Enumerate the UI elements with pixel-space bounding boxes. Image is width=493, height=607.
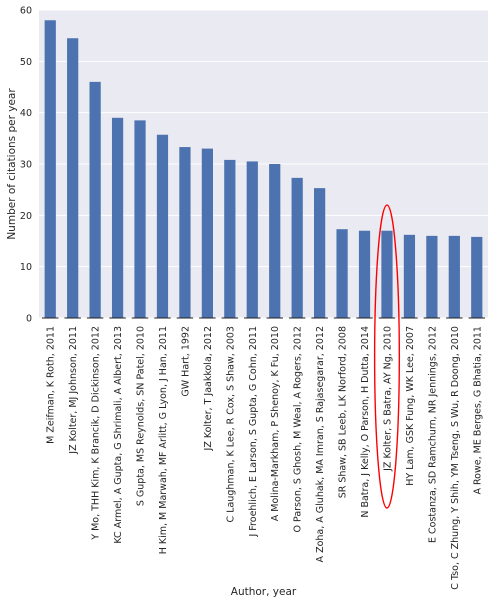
y-tick-label: 40 [20,108,32,119]
x-tick-label: J Froehlich, E Larson, S Gupta, G Cohn, … [248,326,259,538]
x-tick-label: SR Shaw, SB Leeb, LK Norford, 2008 [338,326,349,498]
y-axis-title: Number of citations per year [6,88,18,240]
bar [314,188,326,318]
x-axis-title: Author, year [231,586,297,598]
x-tick-label: O Parson, S Ghosh, M Weal, A Rogers, 201… [293,326,304,532]
bar [201,148,213,318]
highlight-ellipse [373,204,401,509]
bar [448,235,460,318]
x-tick-label: A Rowe, ME Berges, G Bhatia, 2011 [472,326,483,495]
bar [426,235,438,318]
y-tick-label: 50 [20,57,32,68]
bar [44,20,56,319]
x-tick-label: E Costanza, SD Ramchurn, NR Jennings, 20… [427,326,438,543]
bar [224,159,236,318]
bar [89,81,101,318]
annotations [373,204,401,509]
x-tick-label: JZ Kolter, MJ Johnson, 2011 [68,326,79,455]
x-tick-label: H Kim, M Marwah, MF Arlitt, G Lyon, J Ha… [158,326,169,554]
x-tick-label: M Zeifman, K Roth, 2011 [46,326,57,444]
x-tick-label: HY Lam, GSK Fung, WK Lee, 2007 [405,326,416,486]
x-tick-label: Y Mo, THH Kim, K Brancik, D Dickinson, 2… [91,326,102,541]
y-tick-label: 20 [20,211,32,222]
x-tick-label: KC Armel, A Gupta, G Shrimali, A Albert,… [113,326,124,544]
x-tick-label: C Tso, C Zhung, Y Shih, YM Tseng, S Wu, … [450,326,461,590]
bar [179,147,191,318]
y-tick-label: 10 [20,262,32,273]
bar [358,230,371,318]
y-tick-label: 0 [26,314,32,325]
x-tick-label: A Molina-Markham, P Shenoy, K Fu, 2010 [270,326,281,521]
bar [134,120,146,318]
y-tick-labels: 0 10 20 30 40 50 60 [20,6,32,325]
y-tick-label: 30 [20,160,32,171]
bars [42,20,485,319]
x-tick-label: C Laughman, K Lee, R Cox, S Shaw, 2003 [225,326,236,522]
bar [269,164,281,318]
y-tick-label: 60 [20,6,32,17]
bar [471,236,483,318]
bar [111,117,124,318]
bar [336,229,348,318]
x-tick-label: GW Hart, 1992 [180,326,191,397]
x-tick-label: JZ Kolter, T Jaakkola, 2012 [203,326,214,451]
x-tick-label: A Zoha, A Gluhak, MA Imran, S Rajasegara… [315,326,326,562]
x-tick-label: JZ Kolter, S Batra, AY Ng, 2010 [382,326,393,472]
bar [246,161,258,318]
bar [381,230,393,318]
x-tick-labels: M Zeifman, K Roth, 2011 JZ Kolter, MJ Joh… [46,326,484,590]
x-tick-label: N Batra, J Kelly, O Parson, H Dutta, 201… [360,326,371,518]
bar [403,234,416,318]
bar [67,38,79,318]
bar [291,177,303,318]
bar [156,134,169,318]
x-tick-label: S Gupta, MS Reynolds, SN Patel, 2010 [136,326,147,506]
